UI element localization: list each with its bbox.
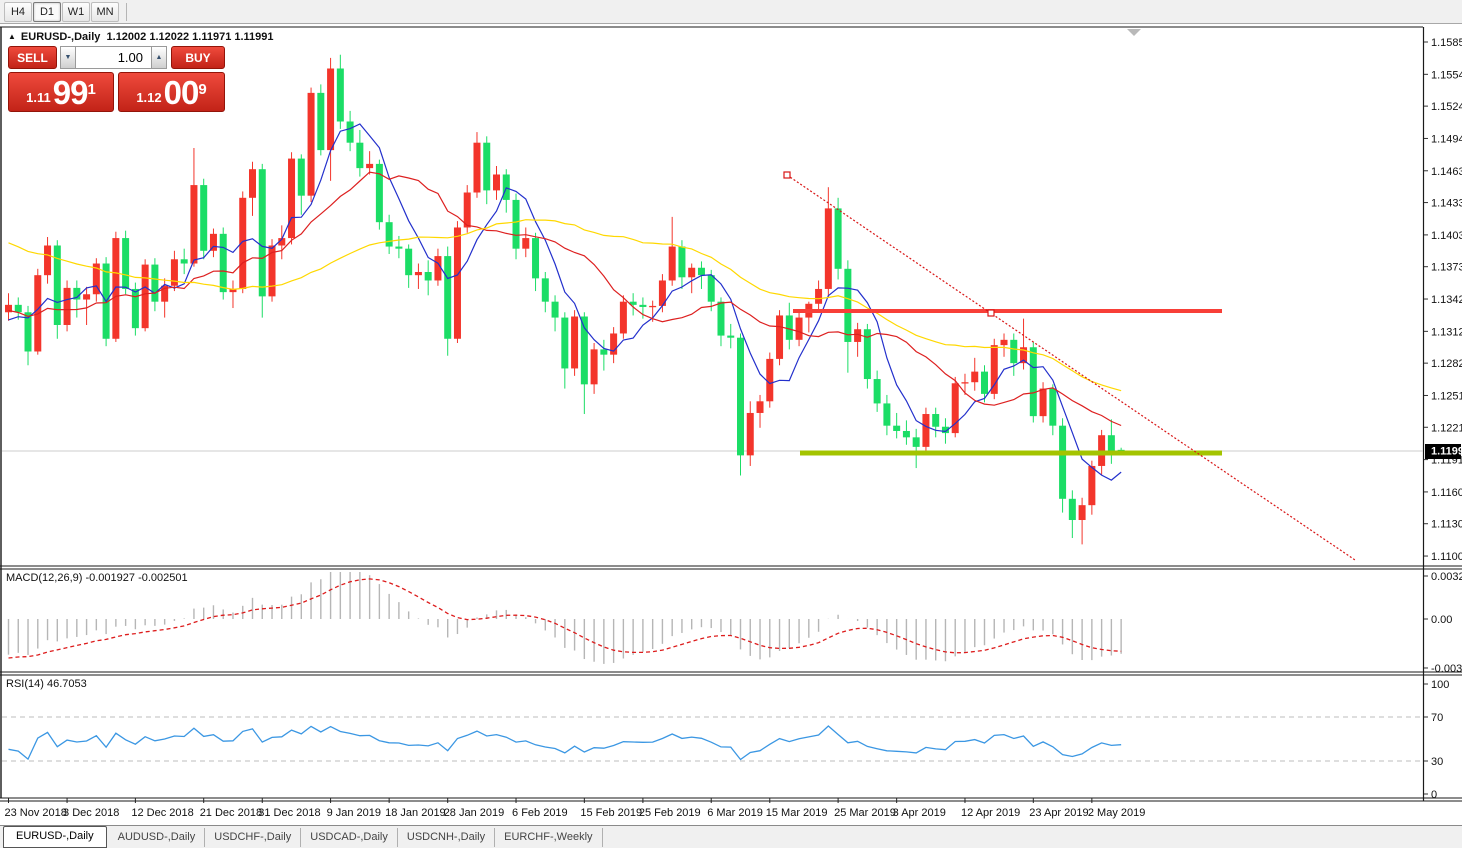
buy-price-sup: 9	[198, 81, 207, 98]
svg-text:1.14635: 1.14635	[1431, 166, 1462, 178]
tab-eurchf-weekly[interactable]: EURCHF-,Weekly	[495, 827, 603, 847]
svg-text:1.15850: 1.15850	[1431, 37, 1462, 49]
chart-title: ▲ EURUSD-,Daily 1.12002 1.12022 1.11971 1…	[8, 31, 274, 43]
date-label: 25 Mar 2019	[834, 807, 896, 819]
date-label: 21 Dec 2018	[199, 807, 263, 819]
buy-button[interactable]: BUY	[171, 46, 225, 69]
tab-usdcad-daily[interactable]: USDCAD-,Daily	[301, 827, 398, 847]
date-label: 3 Dec 2018	[63, 807, 120, 819]
svg-text:1.12820: 1.12820	[1431, 358, 1462, 370]
chart-quote-values: 1.12002 1.12022 1.11971 1.11991	[106, 31, 274, 43]
date-axis[interactable]: 23 Nov 2018 3 Dec 2018 12 Dec 2018 21 Dec 2…	[0, 803, 1462, 825]
timeframe-button-mn[interactable]: MN	[91, 1, 119, 22]
svg-text:1.15545: 1.15545	[1431, 69, 1462, 81]
sell-price-prefix: 1.11	[26, 90, 51, 105]
tab-usdcnh-daily[interactable]: USDCNH-,Daily	[398, 827, 496, 847]
svg-text:1.15245: 1.15245	[1431, 101, 1462, 113]
price-scale: 1.15850 1.15545 1.15245 1.14940 1.14635 1.143…	[1424, 37, 1462, 801]
sell-price-sup: 1	[87, 81, 96, 98]
chart-shift-icon	[1127, 29, 1141, 36]
one-click-trade-panel: SELL ▼ ▲ BUY 1.11 99 1 1.12 00 9	[7, 46, 226, 112]
tab-usdchf-daily[interactable]: USDCHF-,Daily	[205, 827, 302, 847]
date-label: 6 Feb 2019	[512, 807, 568, 819]
analysis-objects	[783, 171, 1356, 561]
rsi-label: RSI(14) 46.7053	[6, 678, 87, 690]
tab-audusd-daily[interactable]: AUDUSD-,Daily	[109, 827, 206, 847]
svg-text:1.11305: 1.11305	[1431, 519, 1462, 531]
buy-price-big: 00	[163, 74, 200, 111]
volume-increase-button[interactable]: ▲	[151, 46, 167, 69]
date-ticks	[8, 798, 1093, 803]
symbol-tab-bar: EURUSD-,Daily AUDUSD-,Daily USDCHF-,Dail…	[0, 825, 1462, 848]
date-label: 2 May 2019	[1087, 807, 1146, 819]
svg-text:1.12515: 1.12515	[1431, 390, 1462, 402]
sell-price-tile[interactable]: 1.11 99 1	[8, 72, 114, 112]
date-label: 28 Jan 2019	[443, 807, 505, 819]
svg-text:70: 70	[1431, 712, 1443, 724]
svg-text:100: 100	[1431, 679, 1449, 691]
trendline-handle	[783, 171, 791, 179]
svg-text:1.11991: 1.11991	[1431, 446, 1462, 458]
date-label: 12 Apr 2019	[960, 807, 1021, 819]
rsi-layer	[2, 716, 1423, 762]
date-label: 25 Feb 2019	[638, 807, 701, 819]
volume-decrease-button[interactable]: ▼	[60, 46, 76, 69]
pane-borders	[0, 26, 1462, 802]
toolbar-separator	[126, 2, 127, 21]
svg-text:1.11605: 1.11605	[1431, 487, 1462, 499]
svg-text:1.13730: 1.13730	[1431, 262, 1462, 274]
svg-text:1.14030: 1.14030	[1431, 230, 1462, 242]
date-label: 31 Dec 2018	[258, 807, 321, 819]
date-label: 9 Jan 2019	[326, 807, 382, 819]
svg-text:0.00: 0.00	[1431, 614, 1452, 626]
date-label: 15 Mar 2019	[765, 807, 828, 819]
current-price-box	[1425, 444, 1461, 459]
date-label: 23 Apr 2019	[1029, 807, 1089, 819]
timeframe-toolbar: H4 D1 W1 MN	[0, 0, 1462, 24]
date-label: 15 Feb 2019	[580, 807, 643, 819]
trendline-handle	[987, 309, 995, 317]
timeframe-button-d1[interactable]: D1	[33, 1, 61, 22]
svg-text:1.14335: 1.14335	[1431, 198, 1462, 210]
spin-up-icon: ▲	[155, 54, 163, 61]
svg-text:1.13425: 1.13425	[1431, 294, 1462, 306]
timeframe-button-h4[interactable]: H4	[4, 1, 32, 22]
svg-text:0.003287: 0.003287	[1431, 571, 1462, 583]
timeframe-button-w1[interactable]: W1	[62, 1, 90, 22]
buy-price-prefix: 1.12	[136, 90, 162, 105]
svg-text:-0.003659: -0.003659	[1431, 663, 1462, 675]
date-label: 6 Mar 2019	[707, 807, 763, 819]
date-label: 18 Jan 2019	[385, 807, 446, 819]
ma-line-14	[8, 171, 1122, 427]
svg-text:1.12215: 1.12215	[1431, 422, 1462, 434]
svg-text:1.13120: 1.13120	[1431, 326, 1462, 338]
ma-line-40	[8, 219, 1122, 392]
svg-text:0: 0	[1431, 789, 1437, 801]
tab-eurusd-daily[interactable]: EURUSD-,Daily	[3, 826, 107, 848]
svg-text:30: 30	[1431, 756, 1443, 768]
date-label: 3 Apr 2019	[892, 807, 946, 819]
date-label: 12 Dec 2018	[131, 807, 194, 819]
buy-price-tile[interactable]: 1.12 00 9	[118, 72, 225, 112]
svg-text:1.14940: 1.14940	[1431, 133, 1462, 145]
sell-price-big: 99	[52, 74, 89, 111]
date-label: 23 Nov 2018	[4, 807, 67, 819]
panel-collapse-icon[interactable]: ▲	[8, 32, 16, 41]
volume-input[interactable]	[76, 46, 151, 69]
spin-down-icon: ▼	[64, 54, 72, 61]
macd-label: MACD(12,26,9) -0.001927 -0.002501	[6, 572, 188, 584]
chart-symbol-label: EURUSD-,Daily	[20, 31, 101, 43]
ma-line-6	[8, 123, 1122, 481]
macd-layer	[7, 572, 1122, 664]
sell-button[interactable]: SELL	[8, 46, 57, 69]
